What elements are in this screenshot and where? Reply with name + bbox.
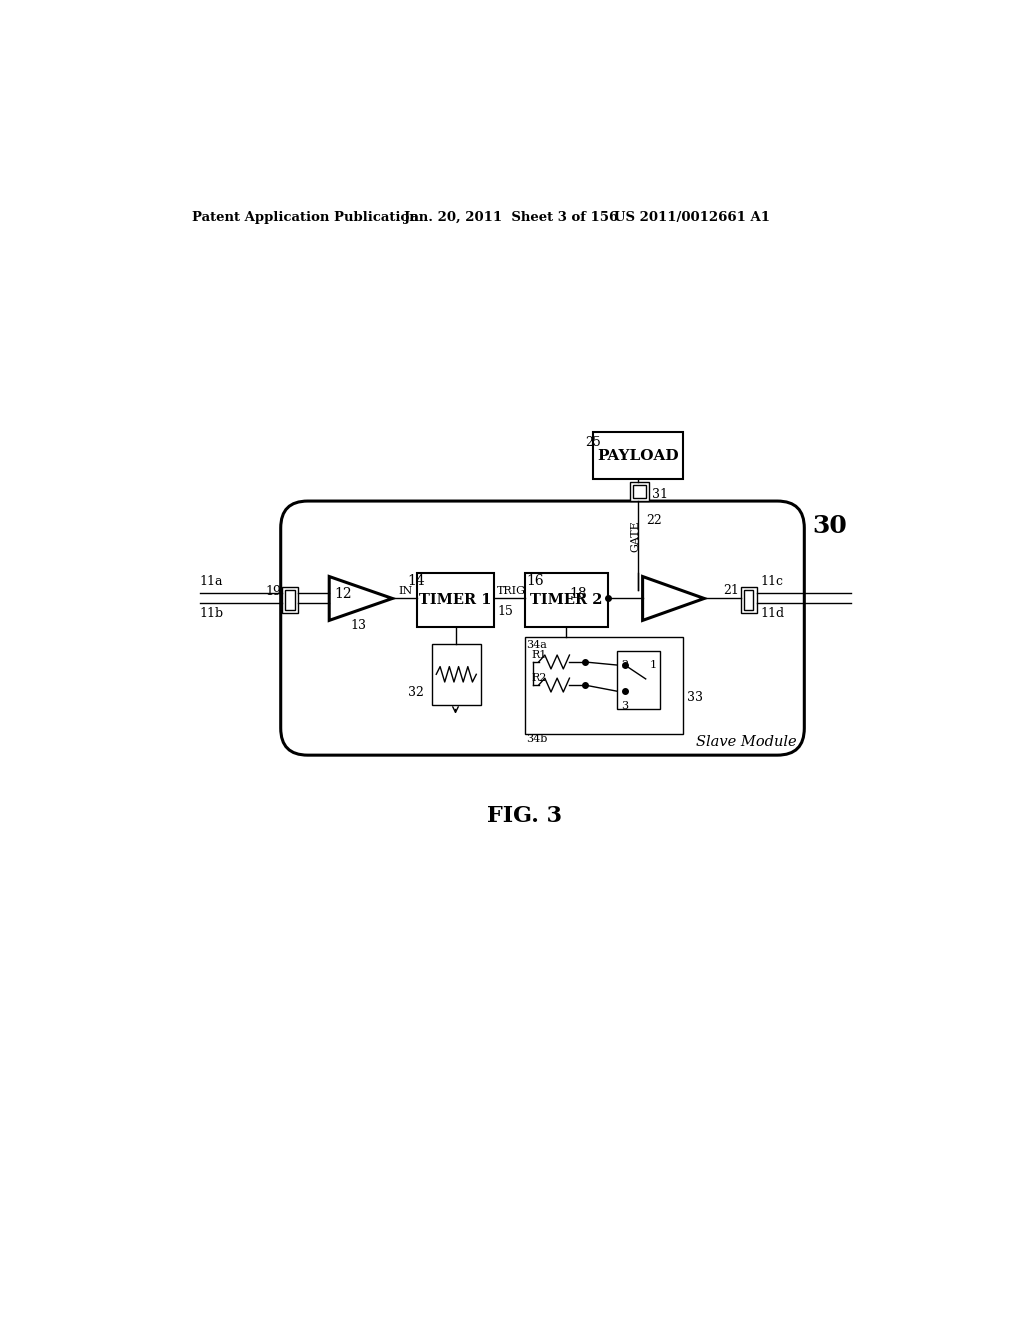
Text: Patent Application Publication: Patent Application Publication [193, 211, 419, 224]
Text: 11d: 11d [761, 607, 784, 619]
Bar [524, 638, 683, 734]
Text: US 2011/0012661 A1: US 2011/0012661 A1 [614, 211, 770, 224]
Text: 16: 16 [526, 574, 544, 589]
Bar [634, 484, 646, 498]
Text: 3: 3 [621, 701, 628, 711]
Bar [417, 573, 494, 627]
Text: TRIG: TRIG [497, 586, 526, 597]
Text: R2: R2 [531, 673, 547, 682]
Text: 22: 22 [646, 515, 662, 527]
Text: 31: 31 [652, 488, 668, 502]
Text: 11a: 11a [200, 576, 223, 589]
Text: 33: 33 [686, 692, 702, 705]
Text: IN: IN [398, 586, 413, 597]
FancyBboxPatch shape [281, 502, 804, 755]
Bar [283, 586, 298, 612]
Text: TIMER 1: TIMER 1 [419, 593, 492, 607]
Text: 34a: 34a [526, 640, 547, 649]
Text: 30: 30 [812, 515, 847, 539]
Text: FIG. 3: FIG. 3 [487, 805, 562, 828]
Bar [524, 573, 608, 627]
Text: 14: 14 [408, 574, 426, 589]
Text: GATE: GATE [631, 520, 641, 552]
Text: R1: R1 [531, 649, 547, 660]
Text: 15: 15 [497, 606, 513, 618]
Bar [617, 651, 659, 709]
Polygon shape [330, 577, 392, 620]
Polygon shape [643, 577, 705, 620]
Bar [593, 432, 683, 479]
Bar [286, 590, 295, 610]
Text: 1: 1 [649, 660, 656, 671]
Text: 21: 21 [724, 585, 739, 597]
Text: PAYLOAD: PAYLOAD [597, 449, 679, 462]
Text: Jan. 20, 2011  Sheet 3 of 156: Jan. 20, 2011 Sheet 3 of 156 [403, 211, 618, 224]
Text: 34b: 34b [526, 734, 548, 744]
Text: 25: 25 [585, 436, 601, 449]
Text: 11b: 11b [200, 607, 224, 619]
Text: 12: 12 [335, 586, 352, 601]
Text: Slave Module: Slave Module [696, 735, 797, 748]
Text: 11c: 11c [761, 576, 783, 589]
Text: 13: 13 [350, 619, 366, 632]
Bar [631, 482, 649, 502]
Bar [432, 644, 481, 705]
Text: 18: 18 [569, 586, 587, 601]
Text: 19: 19 [265, 585, 282, 598]
Bar [744, 590, 754, 610]
Text: 32: 32 [408, 686, 424, 698]
Text: TIMER 2: TIMER 2 [530, 593, 603, 607]
Text: 2: 2 [621, 660, 628, 671]
Bar [741, 586, 757, 612]
